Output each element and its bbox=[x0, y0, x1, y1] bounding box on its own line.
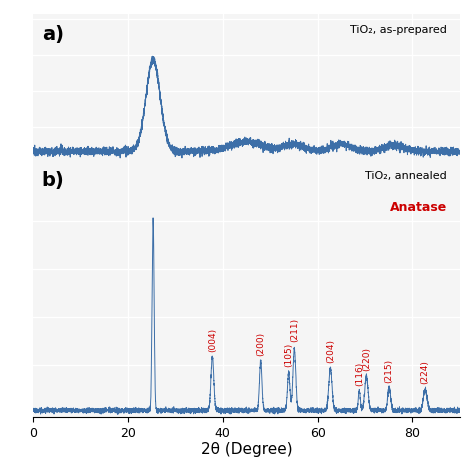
Text: 2θ (Degree): 2θ (Degree) bbox=[201, 442, 292, 457]
Text: b): b) bbox=[42, 171, 64, 190]
Text: (004): (004) bbox=[208, 328, 217, 352]
Text: (204): (204) bbox=[326, 339, 335, 363]
Text: (220): (220) bbox=[362, 347, 371, 371]
Text: (200): (200) bbox=[256, 331, 265, 356]
Text: (105): (105) bbox=[284, 343, 293, 367]
Text: (215): (215) bbox=[385, 358, 393, 383]
Text: (224): (224) bbox=[421, 361, 429, 384]
Text: (101): (101) bbox=[148, 175, 158, 203]
Text: (116): (116) bbox=[355, 362, 364, 386]
Text: Anatase: Anatase bbox=[390, 201, 447, 215]
Text: a): a) bbox=[42, 25, 64, 44]
Text: (211): (211) bbox=[290, 318, 299, 342]
Text: TiO₂, as-prepared: TiO₂, as-prepared bbox=[350, 25, 447, 35]
Text: TiO₂, annealed: TiO₂, annealed bbox=[365, 171, 447, 181]
